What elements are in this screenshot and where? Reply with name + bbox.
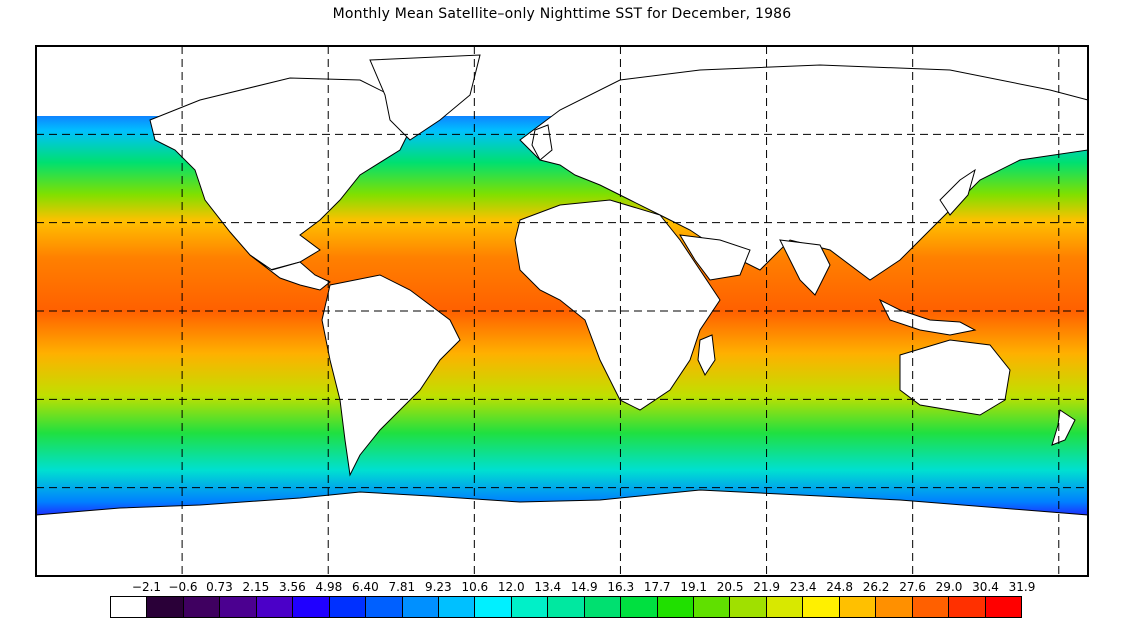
legend-swatch (147, 597, 184, 617)
legend-swatch (876, 597, 913, 617)
legend-tick-label: 7.81 (388, 580, 416, 594)
legend-swatch (293, 597, 330, 617)
greenland (369, 54, 481, 141)
legend-swatch (366, 597, 403, 617)
australia (899, 339, 1011, 416)
indonesia (878, 298, 977, 336)
legend-tick-label: 16.3 (607, 580, 635, 594)
legend-swatch (548, 597, 585, 617)
japan (939, 168, 976, 216)
legend-tick-label: −2.1 (131, 580, 162, 594)
central-america (249, 254, 331, 291)
legend-swatch (730, 597, 767, 617)
legend-tick-label: 0.73 (206, 580, 233, 594)
legend-swatch (839, 597, 877, 617)
africa (514, 199, 721, 411)
legend-swatch (111, 597, 148, 617)
legend-swatch (256, 597, 294, 617)
legend-swatch (912, 597, 950, 617)
legend-tick-label: 31.9 (1008, 580, 1036, 594)
legend-swatch (949, 597, 986, 617)
british-isles (531, 124, 553, 161)
legend-tick-label: 2.15 (242, 580, 270, 594)
legend-swatch (985, 597, 1021, 617)
legend-tick-label: 4.98 (315, 580, 343, 594)
legend-swatch (438, 597, 476, 617)
legend-swatch (766, 597, 804, 617)
legend-swatch (657, 597, 694, 617)
south-america (321, 274, 461, 477)
legend-tick-label: −0.6 (168, 580, 198, 594)
eurasia (519, 64, 1089, 281)
legend-swatch (402, 597, 439, 617)
legend-swatch (329, 597, 367, 617)
legend-tick-label: 10.6 (461, 580, 489, 594)
legend-swatch (475, 597, 512, 617)
legend-swatch (621, 597, 658, 617)
legend-tick-label: 23.4 (789, 580, 817, 594)
india (779, 239, 831, 296)
sst-color-legend (110, 596, 1022, 618)
legend-tick-label: 12.0 (497, 580, 525, 594)
legend-tick-label: 26.2 (862, 580, 890, 594)
map-title: Monthly Mean Satellite–only Nighttime SS… (332, 6, 792, 22)
legend-swatch (220, 597, 257, 617)
legend-tick-label: 27.6 (899, 580, 926, 594)
legend-swatch (584, 597, 622, 617)
sst-world-map (35, 45, 1089, 577)
legend-swatch (183, 597, 221, 617)
legend-tick-label: 6.40 (352, 580, 379, 594)
legend-tick-label: 19.1 (680, 580, 708, 594)
legend-tick-label: 30.4 (972, 580, 999, 594)
legend-tick-label: 20.5 (716, 580, 744, 594)
legend-swatch (511, 597, 549, 617)
legend-tick-label: 17.7 (643, 580, 671, 594)
legend-labels: −2.1 −0.6 0.73 2.15 3.56 4.98 6.40 7.81 9.23 10.6… (0, 580, 1124, 596)
legend-tick-label: 3.56 (279, 580, 306, 594)
graticule (36, 46, 1088, 576)
madagascar (697, 334, 716, 377)
legend-tick-label: 29.0 (935, 580, 963, 594)
legend-tick-label: 9.23 (424, 580, 452, 594)
arabia (679, 234, 751, 281)
legend-tick-label: 24.8 (826, 580, 853, 594)
legend-tick-label: 21.9 (753, 580, 780, 594)
legend-swatch (803, 597, 840, 617)
legend-tick-label: 13.4 (534, 580, 562, 594)
legend-tick-label: 14.9 (570, 580, 598, 594)
north-america (149, 77, 421, 271)
legend-swatch (694, 597, 731, 617)
